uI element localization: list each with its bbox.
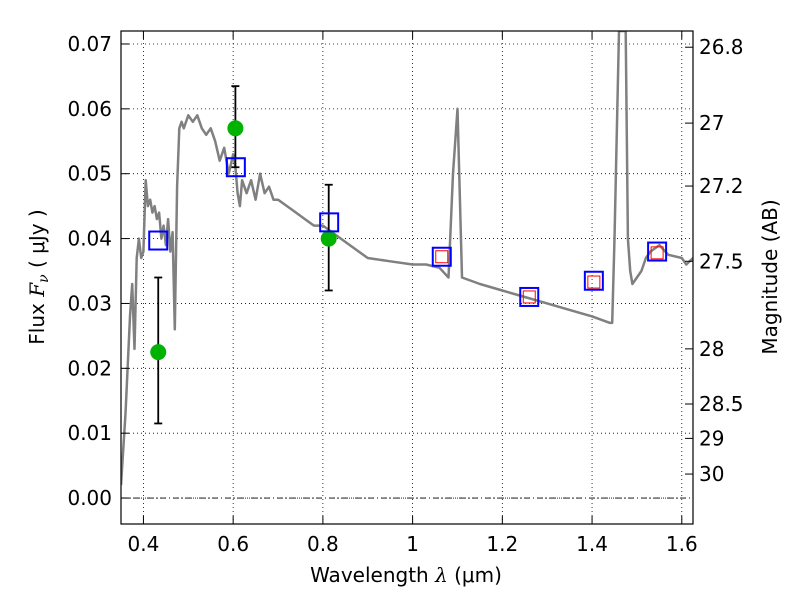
y-tick-label: 0.02 xyxy=(67,356,112,380)
model-flux-square xyxy=(319,212,340,233)
model-flux-square xyxy=(583,270,604,291)
y-tick-label: 0.07 xyxy=(67,32,112,56)
magnitude-tick-label: 27 xyxy=(699,111,724,135)
model-spectrum-line xyxy=(121,31,693,486)
magnitude-tick-label: 30 xyxy=(699,462,724,486)
plot-frame xyxy=(120,30,694,525)
x-tick-label: 0.8 xyxy=(307,532,339,556)
model-flux-square xyxy=(519,286,540,307)
y-tick-label: 0.04 xyxy=(67,227,112,251)
magnitude-tick-label: 28 xyxy=(699,337,724,361)
plot-area xyxy=(121,31,693,486)
x-tick-label: 1.4 xyxy=(576,532,608,556)
axis-ticks: 0.4 0.6 0.8 1 1.2 1.4 1.6 0.00 0.01 0.02 0.03 0.04 0… xyxy=(67,31,744,556)
magnitude-tick-label: 27.2 xyxy=(699,174,744,198)
x-tick-label: 1.6 xyxy=(666,532,698,556)
x-tick-label: 0.6 xyxy=(217,532,249,556)
y-tick-label: 0.00 xyxy=(67,486,112,510)
grid-lines xyxy=(121,31,693,524)
magnitude-tick-label: 29 xyxy=(699,426,724,450)
magnitude-tick-label: 26.8 xyxy=(699,35,744,59)
magnitude-tick-label: 27.5 xyxy=(699,249,744,273)
y-tick-label: 0.03 xyxy=(67,291,112,315)
photometry-point xyxy=(227,120,244,137)
synthetic-flux-square xyxy=(522,290,536,304)
synthetic-flux-square xyxy=(435,250,449,264)
x-axis-label: Wavelength λ (μm) xyxy=(310,563,502,587)
y-axis-label: Flux Fν ( μJy ) xyxy=(25,209,52,344)
photometry-point xyxy=(150,344,167,361)
y-tick-label: 0.06 xyxy=(67,97,112,121)
x-tick-label: 1 xyxy=(406,532,419,556)
magnitude-tick-label: 28.5 xyxy=(699,392,744,416)
y-tick-label: 0.01 xyxy=(67,421,112,445)
data-marks xyxy=(148,85,668,425)
model-flux-square xyxy=(225,157,246,178)
synthetic-flux-square xyxy=(650,246,664,260)
y-tick-label: 0.05 xyxy=(67,162,112,186)
model-flux-square xyxy=(647,241,668,262)
model-flux-square xyxy=(148,230,169,251)
x-tick-label: 0.4 xyxy=(128,532,160,556)
model-flux-square xyxy=(431,246,452,267)
synthetic-flux-square xyxy=(587,275,601,289)
photometry-point xyxy=(320,230,337,247)
y2-axis-label: Magnitude (AB) xyxy=(758,199,782,354)
x-tick-label: 1.2 xyxy=(486,532,518,556)
